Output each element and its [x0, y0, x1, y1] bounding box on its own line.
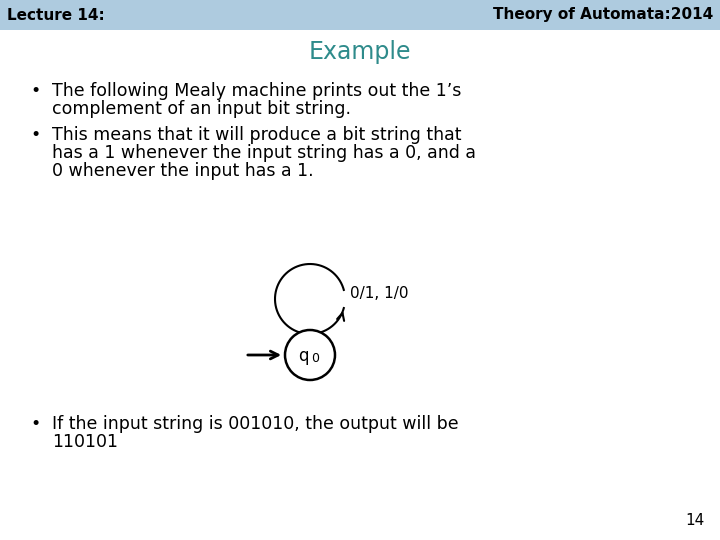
Text: 110101: 110101 [52, 433, 118, 451]
Text: 0: 0 [311, 352, 319, 365]
Text: If the input string is 001010, the output will be: If the input string is 001010, the outpu… [52, 415, 459, 433]
Text: complement of an input bit string.: complement of an input bit string. [52, 100, 351, 118]
Text: •: • [30, 415, 40, 433]
Text: 0/1, 1/0: 0/1, 1/0 [350, 287, 408, 301]
Text: q: q [299, 347, 309, 365]
Text: •: • [30, 126, 40, 144]
Text: 14: 14 [685, 513, 705, 528]
Text: Example: Example [309, 40, 411, 64]
Text: 0 whenever the input has a 1.: 0 whenever the input has a 1. [52, 162, 314, 180]
Text: •: • [30, 82, 40, 100]
Text: Theory of Automata:2014: Theory of Automata:2014 [492, 8, 713, 23]
Bar [0, 0, 720, 30]
Text: The following Mealy machine prints out the 1’s: The following Mealy machine prints out t… [52, 82, 462, 100]
Text: has a 1 whenever the input string has a 0, and a: has a 1 whenever the input string has a … [52, 144, 476, 162]
Text: This means that it will produce a bit string that: This means that it will produce a bit st… [52, 126, 462, 144]
Text: Lecture 14:: Lecture 14: [7, 8, 104, 23]
Circle shape [285, 330, 335, 380]
